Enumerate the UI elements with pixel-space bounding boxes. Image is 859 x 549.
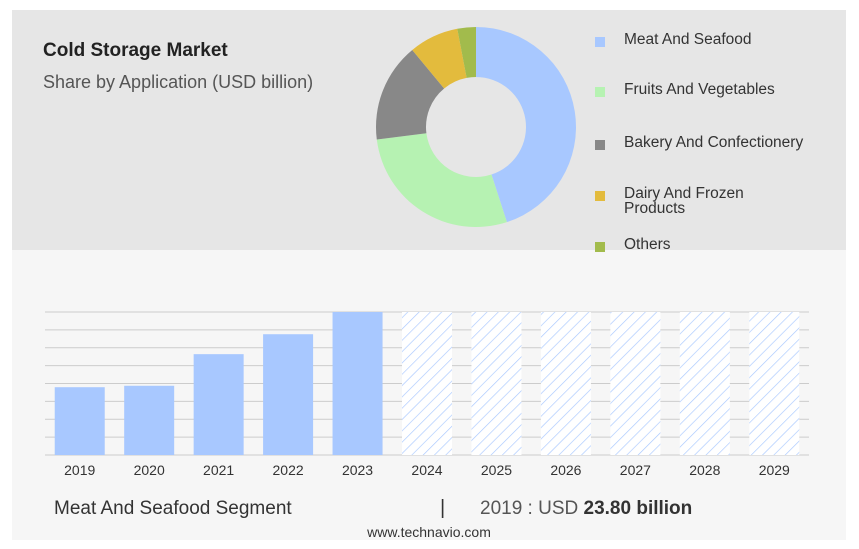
bar-2021 xyxy=(193,354,244,455)
donut-slice-dairy-and-frozen-products xyxy=(412,28,467,89)
legend-swatch xyxy=(595,140,605,150)
bar-2022 xyxy=(263,334,314,455)
x-tick-label: 2022 xyxy=(273,462,304,478)
x-tick-label: 2025 xyxy=(481,462,512,478)
legend-swatch xyxy=(595,242,605,252)
legend-label: Others xyxy=(624,236,671,253)
legend-item-dairy-and-frozen-products: Dairy And Frozen Products xyxy=(595,186,804,216)
forecast-bar-2028 xyxy=(679,312,730,455)
bar-2020 xyxy=(124,385,175,455)
x-tick-label: 2023 xyxy=(342,462,373,478)
donut-slice-fruits-and-vegetables xyxy=(376,133,507,227)
legend-swatch xyxy=(595,87,605,97)
legend-item-fruits-and-vegetables: Fruits And Vegetables xyxy=(595,82,775,97)
chart-subtitle: Share by Application (USD billion) xyxy=(43,72,314,92)
x-tick-label: 2029 xyxy=(759,462,790,478)
legend-label: Dairy And Frozen Products xyxy=(624,185,744,217)
legend-label: Fruits And Vegetables xyxy=(624,81,775,98)
legend-item-bakery-and-confectionery: Bakery And Confectionery xyxy=(595,135,803,150)
donut-slice-bakery-and-confectionery xyxy=(376,49,445,140)
legend-label: Meat And Seafood xyxy=(624,31,752,48)
donut-slice-meat-and-seafood xyxy=(476,27,576,223)
x-tick-label: 2019 xyxy=(64,462,95,478)
footer-separator: | xyxy=(440,497,446,519)
segment-value-amount: 23.80 billion xyxy=(583,498,693,519)
legend-swatch xyxy=(595,191,605,201)
legend-swatch xyxy=(595,37,605,47)
forecast-bar-2029 xyxy=(749,312,800,455)
bar-2023 xyxy=(332,312,383,455)
legend-label: Bakery And Confectionery xyxy=(624,134,804,151)
legend-item-others: Others xyxy=(595,237,671,252)
source-url: www.technavio.com xyxy=(367,524,491,540)
top-panel: Cold Storage Market Share by Application… xyxy=(12,10,846,252)
forecast-bar-2024 xyxy=(402,312,452,455)
segment-value-prefix: 2019 : USD xyxy=(480,498,579,519)
donut-slice-others xyxy=(457,27,476,78)
segment-value: 2019 : USD 23.80 billion xyxy=(480,498,692,520)
forecast-bar-2026 xyxy=(540,312,591,455)
x-tick-label: 2024 xyxy=(411,462,442,478)
forecast-bar-2027 xyxy=(610,312,661,455)
forecast-bar-2025 xyxy=(471,312,522,455)
x-tick-label: 2021 xyxy=(203,462,234,478)
legend-item-meat-and-seafood: Meat And Seafood xyxy=(595,32,752,47)
x-tick-label: 2020 xyxy=(134,462,165,478)
segment-label: Meat And Seafood Segment xyxy=(54,498,292,519)
bar-chart: 2019 2020 2021 2022 2023 2024 2025 2026 2027 2028… xyxy=(45,311,809,478)
x-tick-label: 2028 xyxy=(689,462,720,478)
x-tick-label: 2027 xyxy=(620,462,651,478)
infographic-card: Cold Storage Market Share by Application… xyxy=(12,10,846,540)
bar-2019 xyxy=(54,387,105,455)
chart-title: Cold Storage Market xyxy=(43,40,228,61)
x-tick-label: 2026 xyxy=(550,462,581,478)
donut-chart xyxy=(376,27,576,227)
